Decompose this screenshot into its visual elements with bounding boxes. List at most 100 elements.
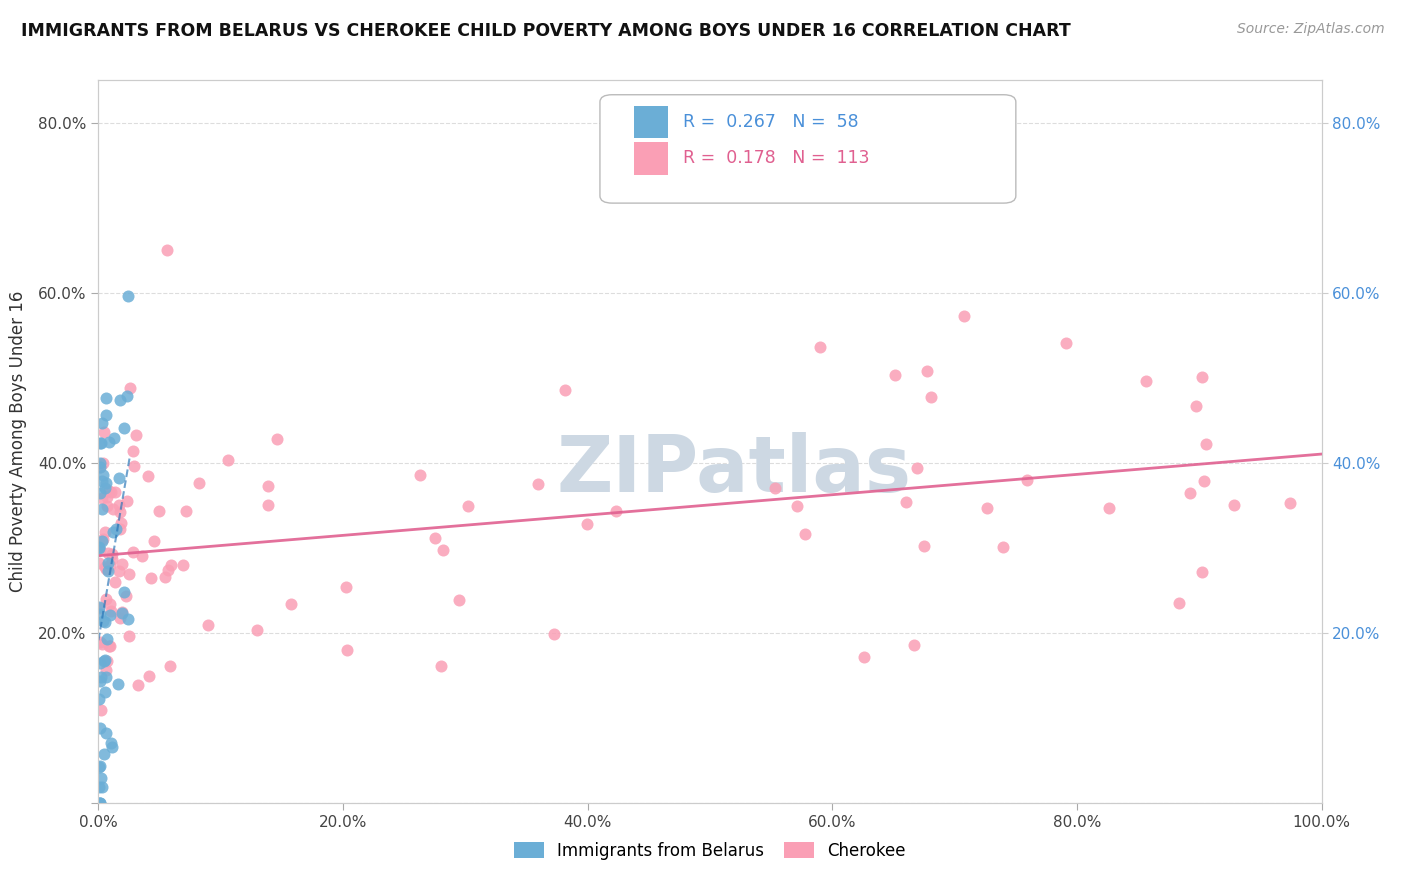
Point (108, 610, 131, 624)
Point (1223, 498, 1246, 512)
Point (1279, 496, 1302, 510)
Point (91, 468, 114, 483)
Point (121, 545, 143, 559)
Point (100, 736, 122, 750)
Point (1192, 475, 1215, 489)
Point (1015, 473, 1038, 487)
Point (91, 456, 114, 470)
Point (425, 531, 447, 545)
Point (89, 634, 111, 648)
Point (91, 780, 114, 794)
Point (89, 460, 111, 475)
Point (89, 541, 111, 555)
Point (93, 425, 115, 439)
Point (336, 643, 359, 657)
Text: R =  0.267   N =  58: R = 0.267 N = 58 (683, 113, 859, 131)
Point (335, 580, 357, 594)
Point (124, 428, 146, 442)
Point (87, 691, 110, 706)
Point (97, 546, 120, 560)
Point (786, 499, 808, 513)
Point (93, 614, 115, 628)
Point (256, 478, 278, 492)
Point (89, 673, 111, 688)
Point (98, 608, 121, 623)
Point (526, 477, 548, 491)
Point (793, 526, 815, 541)
Point (107, 677, 129, 691)
Point (91, 637, 114, 651)
Point (89, 721, 111, 735)
Point (96, 408, 118, 422)
Point (112, 585, 135, 599)
Point (159, 659, 181, 673)
Point (89, 460, 111, 475)
Point (96, 562, 118, 576)
Point (429, 658, 451, 673)
Point (115, 494, 138, 508)
Point (89, 759, 111, 773)
Point (108, 564, 131, 578)
Text: Source: ZipAtlas.com: Source: ZipAtlas.com (1237, 22, 1385, 37)
Point (266, 432, 288, 446)
Point (101, 552, 124, 566)
Point (94, 615, 117, 629)
Point (89, 656, 111, 670)
Point (87, 796, 110, 810)
Point (93, 685, 115, 699)
Point (98, 639, 121, 653)
Point (118, 566, 141, 581)
Point (197, 618, 219, 632)
Text: IMMIGRANTS FROM BELARUS VS CHEROKEE CHILD POVERTY AMONG BOYS UNDER 16 CORRELATIO: IMMIGRANTS FROM BELARUS VS CHEROKEE CHIL… (21, 22, 1071, 40)
Point (104, 575, 127, 590)
Point (101, 525, 124, 540)
Point (853, 649, 876, 664)
Point (884, 368, 907, 382)
Point (763, 481, 786, 495)
Point (93, 653, 115, 667)
Point (110, 505, 132, 519)
Point (432, 543, 454, 558)
Point (554, 383, 576, 397)
Point (94, 591, 117, 606)
Point (97, 557, 120, 571)
Point (117, 612, 139, 626)
Point (1135, 374, 1157, 388)
Point (108, 471, 131, 485)
Point (156, 244, 179, 258)
Point (100, 604, 122, 618)
Point (87, 600, 110, 615)
Point (118, 629, 141, 643)
Point (108, 498, 131, 512)
Point (114, 590, 136, 604)
Point (96, 499, 118, 513)
Point (90, 416, 112, 430)
Point (100, 739, 122, 754)
Point (127, 677, 149, 691)
Point (87, 760, 110, 774)
Point (89, 599, 111, 614)
Bar (634, 142, 668, 175)
Point (87, 557, 110, 571)
Point (217, 452, 239, 467)
Point (90, 771, 112, 785)
Point (100, 485, 122, 500)
Point (96, 632, 118, 647)
Point (111, 557, 134, 571)
Point (91, 532, 114, 546)
Point (89, 436, 111, 450)
Point (89, 485, 111, 500)
Point (124, 458, 146, 473)
Point (903, 638, 925, 652)
Point (139, 571, 162, 585)
Point (96, 654, 118, 668)
Point (1191, 565, 1213, 579)
Point (96, 725, 118, 739)
Point (122, 443, 145, 458)
Point (1180, 485, 1202, 500)
Point (98, 558, 121, 573)
Point (808, 340, 831, 354)
Point (905, 461, 928, 475)
Text: ZIPatlas: ZIPatlas (557, 433, 912, 508)
Point (131, 549, 153, 563)
